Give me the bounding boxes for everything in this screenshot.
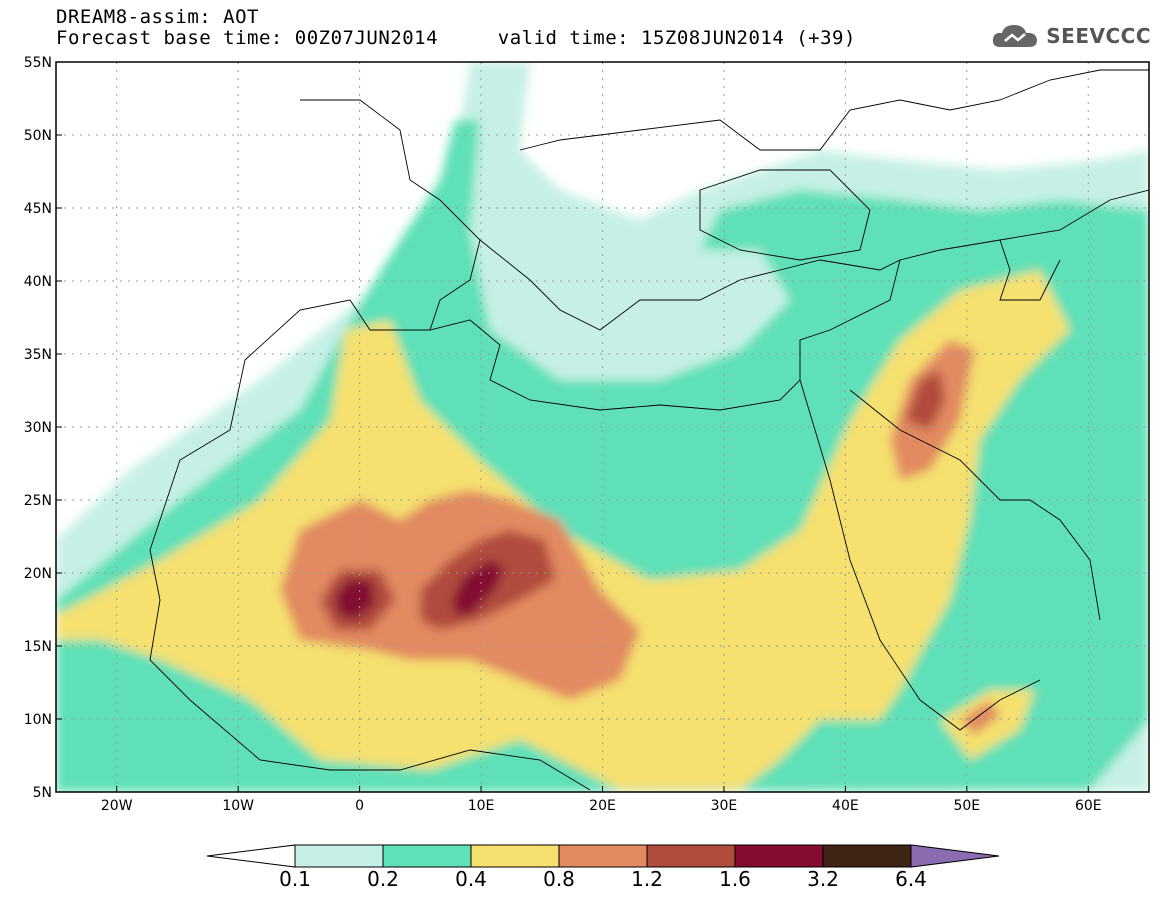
legend-level-label: 0.4 [455,867,487,891]
base-time-label: Forecast base time: 00Z07JUN2014 [56,27,439,49]
legend-swatch [470,844,560,868]
lat-tick-label: 20N [24,566,52,582]
lon-tick-label: 20W [101,798,133,814]
lon-tick-label: 20E [589,798,616,814]
legend-level-label: 6.4 [895,867,927,891]
chart-title: DREAM8-assim: AOT [56,6,259,28]
legend-low-arrow [206,844,296,868]
lat-tick-label: 50N [24,128,52,144]
legend-level-label: 0.8 [543,867,575,891]
lon-tick-label: 50E [953,798,980,814]
lat-tick-label: 55N [24,55,52,71]
lon-tick-label: 40E [832,798,859,814]
lat-tick-label: 30N [24,420,52,436]
lon-tick-label: 60E [1075,798,1102,814]
valid-time-label: valid time: 15Z08JUN2014 (+39) [497,27,856,49]
graticule [56,62,1149,792]
lat-tick-label: 35N [24,347,52,363]
legend-swatch [382,844,472,868]
lon-tick-label: 10W [222,798,254,814]
legend-level-label: 1.2 [631,867,663,891]
legend-swatch [558,844,648,868]
chart-subtitle: Forecast base time: 00Z07JUN2014 valid t… [56,28,856,48]
lon-tick-label: 0 [355,798,364,814]
lat-tick-label: 10N [24,712,52,728]
legend-level-label: 1.6 [719,867,751,891]
legend-swatch [734,844,824,868]
lat-tick-label: 5N [33,785,52,801]
legend-level-label: 0.2 [367,867,399,891]
color-legend: 0.1 0.2 0.4 0.8 1.2 1.6 3.2 6.4 [206,844,1000,891]
longitude-labels: 20W 10W 0 10E 20E 30E 40E 50E 60E [101,786,1102,814]
legend-swatch [822,844,912,868]
lat-tick-label: 45N [24,201,52,217]
legend-swatch [646,844,736,868]
brand-logo: SEEVCCC [990,21,1151,51]
cloud-logo-icon [993,25,1038,47]
coastlines [149,69,1149,791]
latitude-labels: 55N 50N 45N 40N 35N 30N 25N 20N 15N 10N 5N [24,55,62,801]
lat-tick-label: 40N [24,274,52,290]
brand-name: SEEVCCC [1046,24,1151,48]
lat-tick-label: 15N [24,639,52,655]
legend-level-label: 0.1 [279,867,311,891]
lat-tick-label: 25N [24,493,52,509]
legend-high-arrow [910,844,1000,868]
legend-level-label: 3.2 [807,867,839,891]
legend-swatch [294,844,384,868]
lon-tick-label: 10E [468,798,495,814]
lon-tick-label: 30E [711,798,738,814]
